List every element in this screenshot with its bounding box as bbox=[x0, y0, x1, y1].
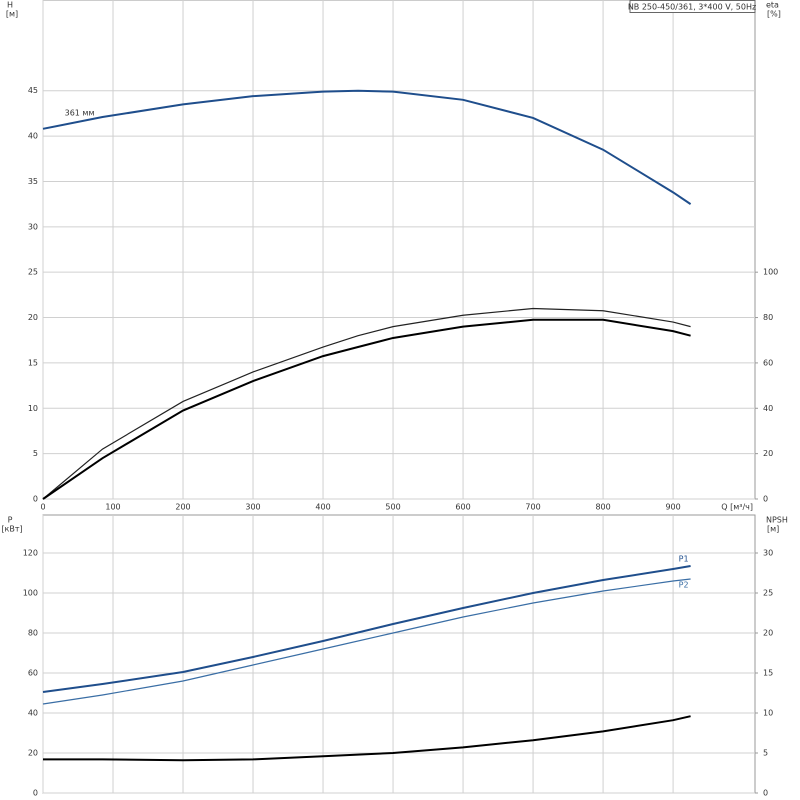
y-axis-unit: [м] bbox=[6, 10, 18, 19]
y-tick-label: 40 bbox=[28, 132, 38, 141]
y-tick-label: 5 bbox=[33, 449, 38, 458]
series-line bbox=[42, 318, 691, 500]
x-tick-label: 0 bbox=[40, 503, 45, 512]
y2-axis-label: NPSH bbox=[766, 516, 788, 525]
y2-axis-unit: [%] bbox=[767, 10, 781, 19]
x-tick-label: 200 bbox=[175, 503, 190, 512]
y-tick-label: 25 bbox=[28, 268, 38, 277]
chart-title: NB 250-450/361, 3*400 V, 50Hz bbox=[628, 3, 756, 12]
x-tick-label: 600 bbox=[455, 503, 470, 512]
y2-tick-label: 20 bbox=[763, 449, 773, 458]
y-tick-label: 30 bbox=[28, 222, 38, 231]
y-tick-label: 100 bbox=[23, 589, 38, 598]
series-line bbox=[42, 89, 692, 205]
x-tick-label: 800 bbox=[595, 503, 610, 512]
x-tick-label: 700 bbox=[525, 503, 540, 512]
y2-axis-label: eta bbox=[766, 1, 779, 10]
y2-tick-label: 30 bbox=[763, 549, 773, 558]
series-line bbox=[42, 578, 691, 705]
y-axis-label: P bbox=[8, 516, 13, 525]
y2-tick-label: 0 bbox=[763, 495, 768, 504]
x-tick-label: 900 bbox=[665, 503, 680, 512]
y2-tick-label: 15 bbox=[763, 669, 773, 678]
y-tick-label: 20 bbox=[28, 749, 38, 758]
series-label: P1 bbox=[679, 555, 689, 564]
plot-frame bbox=[42, 0, 756, 500]
y-axis-unit: [кВт] bbox=[1, 525, 22, 534]
plot-frame bbox=[42, 514, 756, 794]
y-tick-label: 120 bbox=[23, 549, 38, 558]
y-tick-label: 0 bbox=[33, 789, 38, 798]
series-line bbox=[42, 565, 691, 693]
y2-tick-label: 5 bbox=[763, 749, 768, 758]
y2-tick-label: 0 bbox=[763, 789, 768, 798]
y2-axis-unit: [м] bbox=[767, 525, 779, 534]
y-tick-label: 60 bbox=[28, 669, 38, 678]
series-line bbox=[43, 715, 691, 762]
y2-tick-label: 40 bbox=[763, 404, 773, 413]
y-tick-label: 45 bbox=[28, 86, 38, 95]
y-tick-label: 80 bbox=[28, 629, 38, 638]
y-tick-label: 15 bbox=[28, 358, 38, 367]
x-tick-label: 500 bbox=[385, 503, 400, 512]
y2-tick-label: 25 bbox=[763, 589, 773, 598]
x-tick-label: 300 bbox=[245, 503, 260, 512]
y-tick-label: 10 bbox=[28, 404, 38, 413]
y-tick-label: 40 bbox=[28, 709, 38, 718]
x-axis-label: Q [м³/ч] bbox=[721, 503, 753, 512]
y-tick-label: 0 bbox=[33, 495, 38, 504]
series-label: 361 мм bbox=[65, 109, 95, 118]
y-tick-label: 35 bbox=[28, 177, 38, 186]
series-label: P2 bbox=[679, 581, 689, 590]
series-line bbox=[42, 307, 691, 500]
x-tick-label: 400 bbox=[315, 503, 330, 512]
y2-tick-label: 60 bbox=[763, 358, 773, 367]
x-tick-label: 100 bbox=[105, 503, 120, 512]
y-axis-label: H bbox=[7, 1, 13, 10]
y2-tick-label: 20 bbox=[763, 629, 773, 638]
y2-tick-label: 80 bbox=[763, 313, 773, 322]
y2-tick-label: 100 bbox=[763, 268, 778, 277]
title-box bbox=[629, 0, 756, 13]
y2-tick-label: 10 bbox=[763, 709, 773, 718]
y-tick-label: 20 bbox=[28, 313, 38, 322]
